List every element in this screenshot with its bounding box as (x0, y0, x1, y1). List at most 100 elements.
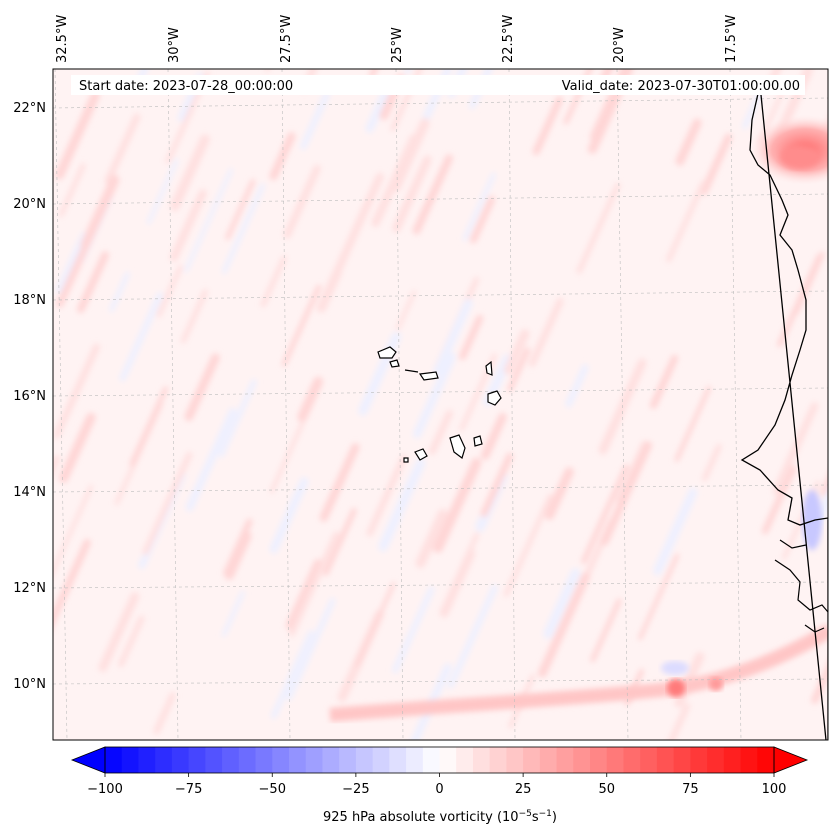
vorticity-streak (532, 96, 564, 156)
vorticity-streak (439, 549, 476, 618)
lat-tick-label: 12°N (13, 581, 46, 596)
colorbar-cell (489, 747, 507, 773)
colorbar-cell (406, 747, 424, 773)
colorbar-cell (305, 747, 324, 773)
vorticity-streak (319, 443, 360, 522)
vorticity-streak (366, 454, 408, 537)
vorticity-streak (56, 229, 96, 308)
island-boa-vista (487, 390, 502, 406)
vorticity-streak (528, 297, 564, 367)
vorticity-streak (146, 158, 179, 225)
southern-vorticity-band (329, 623, 828, 722)
vorticity-streak (169, 134, 210, 211)
colorbar-cell (673, 747, 691, 773)
vorticity-streak (415, 508, 448, 568)
colorbar-cell (456, 747, 474, 773)
vorticity-streak (468, 69, 493, 110)
vorticity-streak (269, 132, 296, 181)
vorticity-streak (270, 630, 314, 720)
coastal-negative-patch (802, 490, 822, 550)
vorticity-streak (537, 572, 591, 678)
vorticity-streak (391, 118, 430, 192)
vorticity-streak (58, 412, 96, 483)
vorticity-streak (117, 615, 145, 668)
vorticity-streak (767, 69, 782, 87)
vorticity-streak (54, 90, 100, 180)
vorticity-streak (119, 292, 164, 382)
vorticity-streak (544, 467, 574, 520)
colorbar-cell (723, 747, 742, 773)
vorticity-streak (184, 353, 220, 422)
vorticity-streak (428, 409, 453, 455)
vorticity-streak (98, 592, 140, 672)
vorticity-streak (811, 661, 828, 704)
colorbar-tick-label: 25 (515, 782, 532, 797)
colorbar-ticks: −100 −75 −50 −25 0 25 50 75 100 (87, 773, 786, 797)
island-maio (473, 435, 483, 447)
vorticity-streak (378, 458, 426, 552)
vorticity-streak (675, 118, 702, 166)
colorbar-cell (556, 747, 574, 773)
island-sao-nicolau (404, 369, 439, 381)
colorbar-cell (272, 747, 290, 773)
colorbar-cell (707, 747, 725, 773)
colorbar-tick-label: −100 (87, 782, 123, 797)
vorticity-streak (355, 581, 396, 667)
colorbar-cell (606, 747, 625, 773)
vorticity-streak (507, 347, 531, 392)
coastal-vorticity-core (780, 145, 820, 169)
vorticity-streak (412, 154, 454, 235)
vorticity-streak (281, 284, 322, 367)
vorticity-streak (104, 113, 141, 185)
vorticity-streak (581, 464, 629, 564)
vorticity-streak (392, 586, 435, 674)
vorticity-streak (576, 182, 621, 274)
colorbar-cell (339, 747, 357, 773)
vorticity-streak (404, 69, 411, 75)
colorbar-tick-label: −25 (342, 782, 369, 797)
vorticity-streak (543, 568, 581, 639)
vorticity-streak (332, 172, 384, 278)
colorbar-cell (105, 747, 123, 773)
vorticity-streak (666, 180, 706, 263)
vorticity-field (53, 69, 828, 740)
vorticity-streak (820, 475, 828, 497)
southern-negative-patch (661, 661, 689, 675)
colorbar-tick-label: −50 (259, 782, 286, 797)
vorticity-streak (480, 452, 514, 518)
colorbar-tick-label: 100 (762, 782, 787, 797)
valid-date-label: Valid_date: 2023-07-30T01:00:00.00 (562, 79, 800, 94)
colorbar-cell (171, 747, 190, 773)
colorbar-cell (539, 747, 558, 773)
colorbar-cell (656, 747, 675, 773)
start-date-label: Start date: 2023-07-28_00:00:00 (79, 79, 293, 94)
vorticity-streak (395, 290, 417, 331)
vorticity-streak (260, 255, 287, 308)
vorticity-streak (185, 407, 237, 512)
vorticity-streak (701, 443, 722, 482)
colorbar-cell (573, 747, 591, 773)
vorticity-streak (58, 162, 86, 218)
colorbar-cell (138, 747, 156, 773)
vorticity-streak (761, 465, 797, 535)
lon-tick-label: 27.5°W (279, 15, 294, 63)
vorticity-streak (221, 183, 266, 274)
vorticity-streak (316, 267, 343, 313)
colorbar-extend-min (70, 746, 106, 774)
vorticity-streak (462, 172, 497, 241)
vorticity-streak (224, 531, 252, 580)
vorticity-streak (288, 531, 340, 637)
vorticity-streak (129, 386, 169, 467)
colorbar-cell (472, 747, 491, 773)
colorbar-cell (740, 747, 758, 773)
vorticity-streak (503, 329, 530, 375)
colorbar-cell (238, 747, 257, 773)
colorbar-cell (439, 747, 457, 773)
vorticity-streak (480, 412, 507, 460)
vorticity-streak (741, 88, 764, 130)
vorticity-streak (225, 179, 256, 240)
colorbar: −100 −75 −50 −25 0 25 50 75 100 925 hPa absolute… (70, 746, 809, 825)
vorticity-streak (184, 168, 234, 273)
colorbar-cell (222, 747, 240, 773)
vorticity-streak (503, 493, 553, 597)
